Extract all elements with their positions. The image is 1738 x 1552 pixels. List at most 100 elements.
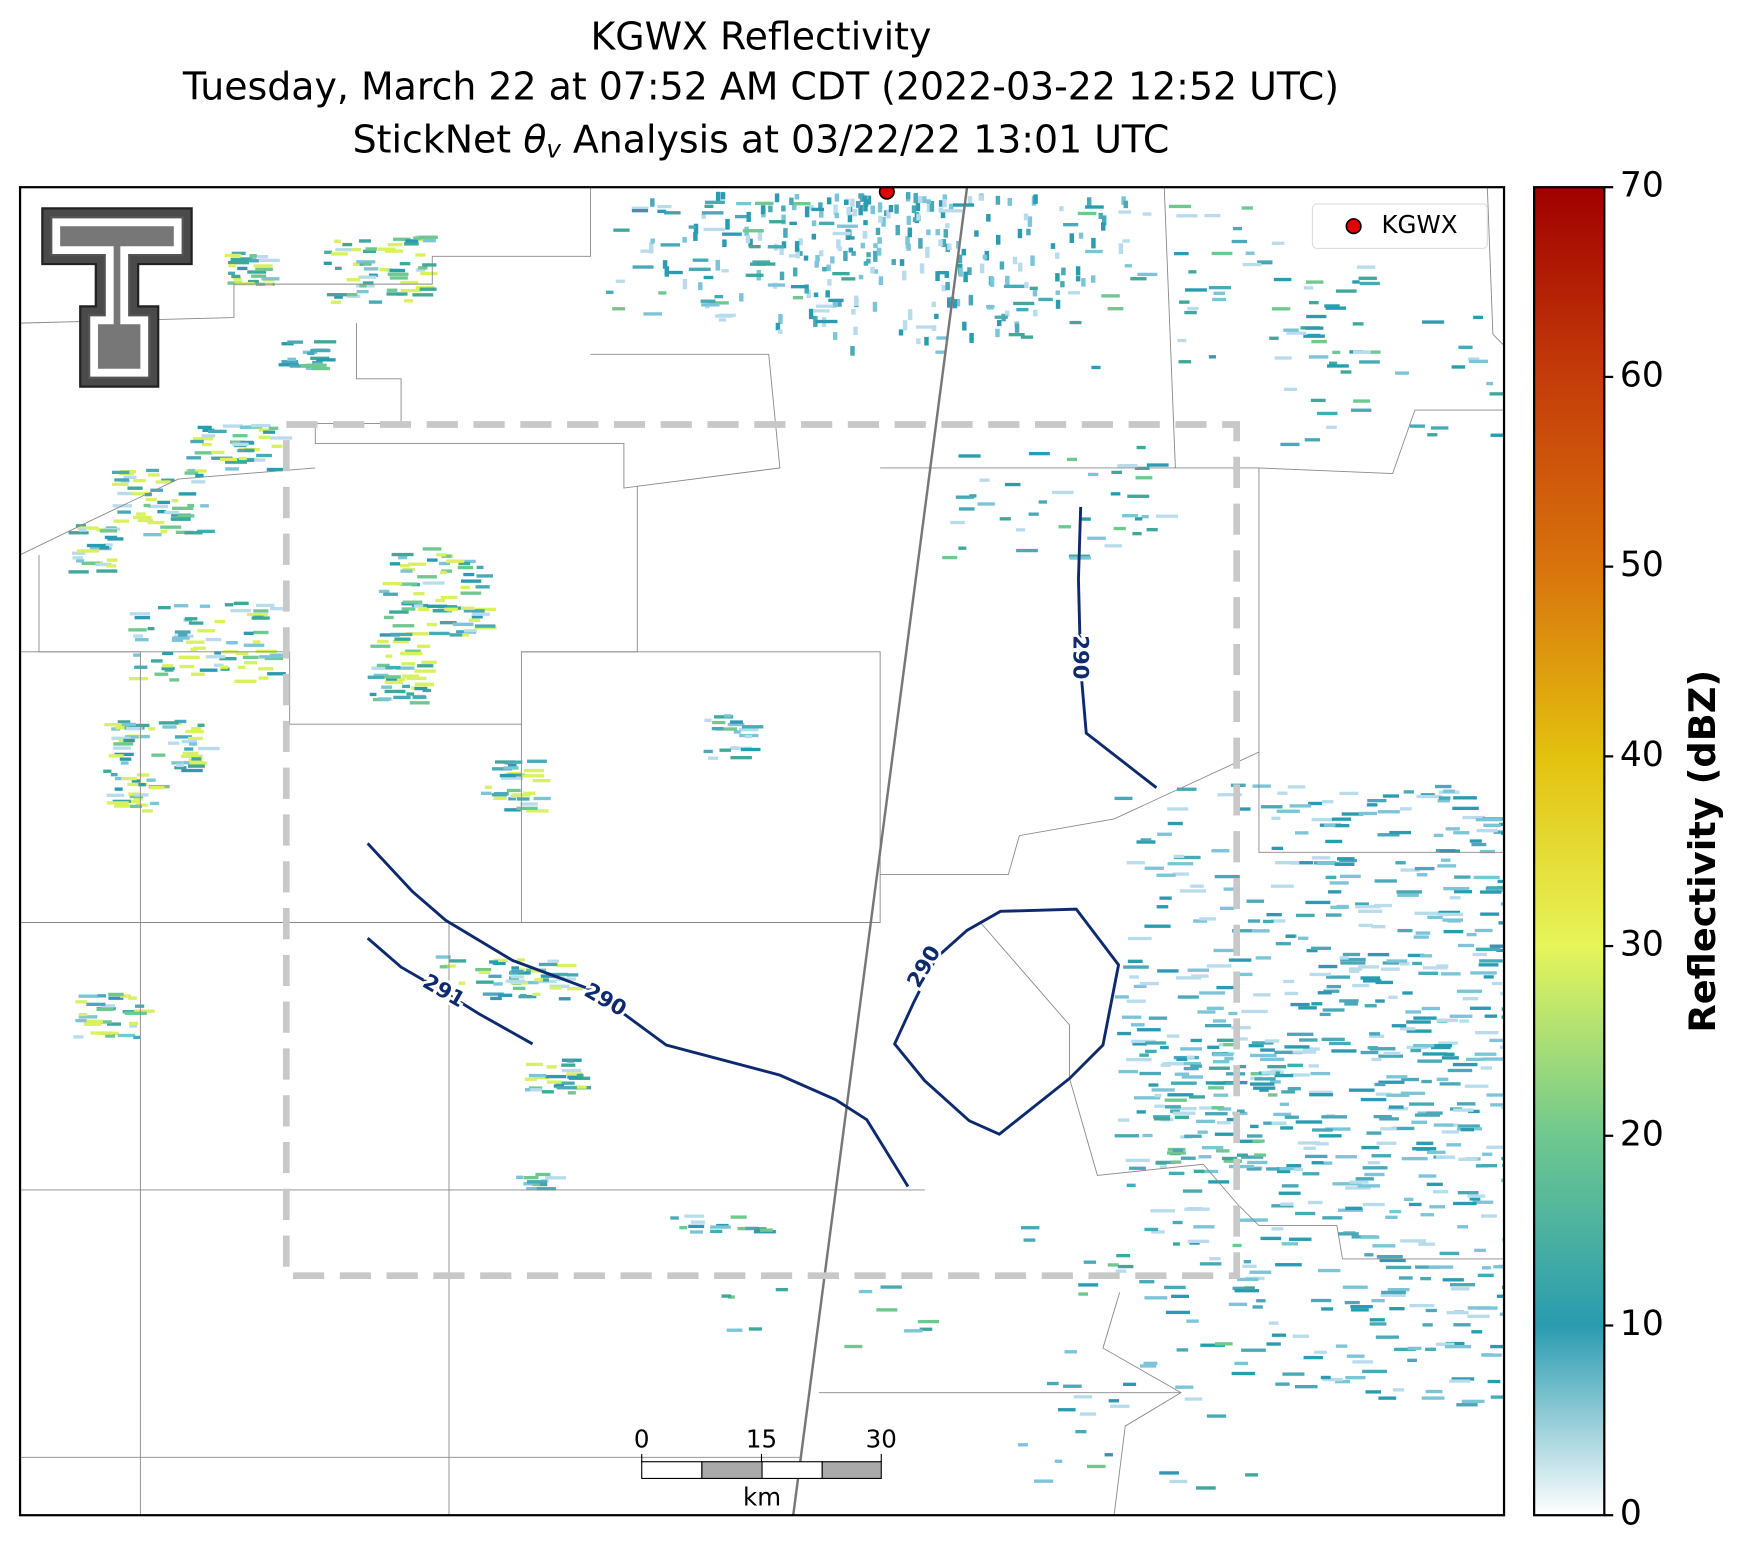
echo <box>243 661 258 665</box>
echo <box>1271 1204 1294 1208</box>
echo <box>1411 1120 1428 1124</box>
echo <box>1277 1169 1291 1174</box>
echo <box>941 239 946 248</box>
echo <box>1063 222 1079 227</box>
echo <box>133 515 152 520</box>
echo <box>244 448 255 452</box>
echo <box>1046 1381 1059 1386</box>
echo <box>546 1065 557 1069</box>
echo <box>119 757 132 761</box>
echo <box>143 503 151 508</box>
echo <box>916 338 921 345</box>
echo <box>105 1034 116 1038</box>
echo <box>1215 1149 1230 1153</box>
echo <box>1473 875 1500 880</box>
echo <box>117 491 132 496</box>
echo <box>1139 1280 1155 1284</box>
echo <box>1438 910 1461 915</box>
echo <box>83 1022 102 1026</box>
echo <box>1482 1057 1505 1061</box>
echo <box>1342 952 1361 957</box>
echo <box>1415 1265 1441 1269</box>
echo <box>722 232 742 236</box>
echo <box>133 634 144 638</box>
echo <box>1129 1166 1146 1170</box>
echo <box>1425 1044 1452 1048</box>
echo <box>1254 1153 1267 1157</box>
echo <box>114 776 123 781</box>
echo <box>690 1220 705 1224</box>
echo <box>471 615 483 619</box>
echo <box>901 270 907 281</box>
echo <box>381 685 393 689</box>
echo <box>1490 1395 1505 1399</box>
echo <box>1438 912 1464 917</box>
echo <box>1324 304 1340 308</box>
echo <box>1018 262 1023 272</box>
echo <box>825 290 830 298</box>
echo <box>278 363 299 367</box>
echo <box>1183 1066 1199 1071</box>
echo <box>1348 967 1363 971</box>
echo <box>1414 911 1440 915</box>
echo <box>253 630 269 635</box>
echo <box>843 250 848 262</box>
echo <box>1375 999 1385 1003</box>
echo <box>1085 205 1104 209</box>
echo <box>1309 972 1332 977</box>
echo <box>1193 1169 1205 1173</box>
echo <box>1303 286 1314 290</box>
echo <box>748 1327 762 1331</box>
echo <box>129 612 150 616</box>
echo <box>191 726 202 731</box>
echo <box>1191 974 1209 978</box>
echo <box>367 675 385 679</box>
title-symbol: θ <box>523 117 546 161</box>
echo <box>1501 1105 1505 1109</box>
echo <box>1496 948 1505 953</box>
echo <box>1125 1158 1150 1163</box>
echo <box>650 238 655 244</box>
echo <box>567 1075 583 1079</box>
echo <box>108 996 124 1000</box>
echo <box>191 757 202 761</box>
echo <box>1499 1312 1505 1316</box>
echo <box>519 994 527 998</box>
echo <box>1409 1102 1435 1106</box>
echo <box>1137 272 1158 277</box>
echo <box>1472 1200 1494 1204</box>
echo <box>1266 912 1282 917</box>
echo <box>135 638 149 642</box>
echo <box>335 248 352 252</box>
echo <box>529 1073 547 1078</box>
echo <box>476 980 494 984</box>
echo <box>377 697 392 701</box>
echo <box>1503 1272 1505 1277</box>
scale-tick-label: 30 <box>866 1425 897 1454</box>
echo <box>1247 1160 1268 1165</box>
echo <box>1380 967 1400 971</box>
echo <box>523 1182 535 1186</box>
echo <box>525 1062 544 1067</box>
echo <box>1175 976 1202 980</box>
echo <box>1260 1048 1275 1052</box>
echo <box>167 741 180 745</box>
echo <box>1284 387 1298 392</box>
echo <box>266 467 284 472</box>
echo <box>130 799 140 804</box>
echo <box>414 669 436 673</box>
echo <box>115 726 127 730</box>
echo <box>326 293 347 297</box>
echo <box>1110 492 1121 496</box>
echo <box>225 460 248 464</box>
echo <box>1245 251 1255 255</box>
echo <box>530 1088 542 1092</box>
echo <box>489 960 499 964</box>
echo <box>124 1011 147 1015</box>
echo <box>259 258 280 263</box>
echo <box>1303 1047 1320 1051</box>
echo <box>417 607 430 612</box>
echo <box>520 802 538 806</box>
echo <box>778 314 783 324</box>
echo <box>1282 1372 1305 1376</box>
